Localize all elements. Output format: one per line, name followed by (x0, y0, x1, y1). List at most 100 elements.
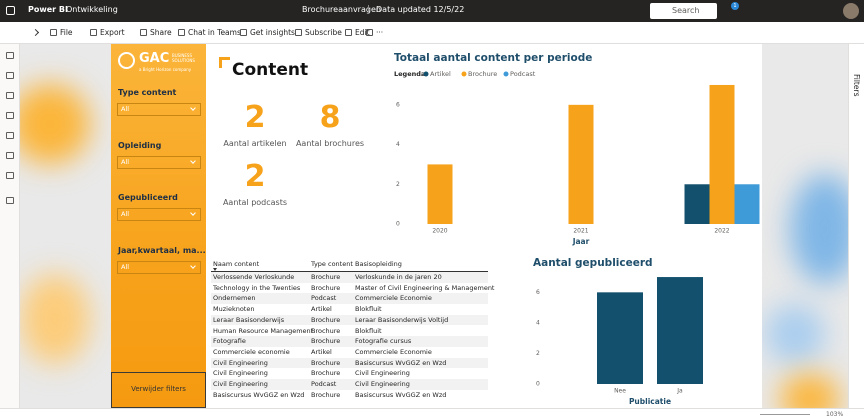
filters-pane[interactable]: Filters (848, 44, 864, 408)
nav-icon[interactable] (6, 112, 14, 119)
slicer-dropdown[interactable]: All (117, 261, 201, 274)
slicer-label: Gepubliceerd (118, 193, 178, 202)
table-cell: Brochure (311, 326, 341, 335)
top-bar: Power BI Ontwikkeling Brochureaanvragen … (0, 0, 864, 22)
table-cell: Artikel (311, 347, 332, 356)
table-cell: Brochure (311, 337, 341, 346)
table-cell: Commerciele economie (213, 347, 290, 356)
nav-icon[interactable] (6, 132, 14, 139)
bar (568, 104, 594, 224)
toolbar-icon[interactable] (345, 29, 352, 36)
toolbar-icon[interactable] (366, 29, 373, 36)
table-row[interactable] (211, 368, 488, 379)
filters-label[interactable]: Filters (852, 74, 861, 97)
table-cell: Verloskunde in de jaren 20 (355, 273, 442, 281)
legend-label: Podcast (510, 70, 536, 78)
kpi-label: Aantal podcasts (222, 198, 288, 207)
table-row[interactable] (211, 325, 488, 337)
y-tick-label: 0 (536, 381, 540, 388)
legend-marker (461, 71, 467, 77)
bar (427, 164, 453, 224)
toolbar-item[interactable]: Edit (355, 28, 370, 37)
table-row[interactable] (211, 346, 488, 358)
table-row[interactable] (211, 282, 488, 294)
toolbar-item[interactable]: Chat in Teams (188, 28, 241, 37)
table-row[interactable] (211, 304, 488, 315)
table-row[interactable] (211, 357, 488, 369)
table-cell: Brochure (311, 273, 341, 281)
toolbar-item[interactable]: Subscribe (305, 28, 342, 37)
workspace[interactable]: Ontwikkeling (66, 5, 118, 14)
x-tick-label: Ja (676, 388, 683, 395)
data-updated[interactable]: Data updated 12/5/22 (368, 5, 464, 14)
bar (709, 84, 735, 224)
app-name[interactable]: Power BI (28, 5, 68, 14)
legend-label: Artikel (430, 70, 451, 78)
table-cell: Blokfluit (355, 326, 382, 335)
y-tick-label: 6 (396, 101, 400, 108)
table-cell: Fotografie (213, 337, 246, 346)
table-cell: Brochure (311, 283, 341, 292)
nav-icon[interactable] (6, 197, 14, 204)
nav-icon[interactable] (6, 52, 14, 59)
avatar[interactable] (843, 3, 859, 19)
toolbar-icon[interactable] (50, 29, 57, 36)
search-box[interactable]: Search (650, 3, 717, 19)
bar (734, 184, 760, 224)
notification-badge[interactable]: 1 (731, 2, 739, 10)
waffle-icon[interactable] (6, 6, 15, 15)
toolbar-icon[interactable] (90, 29, 97, 36)
table-row[interactable] (211, 389, 488, 401)
table-row[interactable] (211, 379, 488, 390)
x-tick-label: 2022 (714, 228, 729, 235)
y-tick-label: 2 (396, 181, 400, 188)
toolbar-item[interactable]: Export (100, 28, 125, 37)
toolbar-icon[interactable] (240, 29, 247, 36)
slicer-dropdown[interactable]: All (117, 208, 201, 221)
report-name[interactable]: Brochureaanvragen (302, 5, 381, 14)
nav-icon[interactable] (6, 152, 14, 159)
clear-filters-button[interactable]: Verwijder filters (111, 372, 206, 408)
slicer-dropdown[interactable]: All (117, 156, 201, 169)
table-cell: Civil Engineering (213, 380, 268, 388)
chart-title: Totaal aantal content per periode (394, 52, 592, 64)
toolbar-item[interactable]: Get insights (250, 28, 295, 37)
search-placeholder: Search (672, 6, 700, 15)
table-cell: Blokfluit (355, 305, 382, 314)
slicer-dropdown[interactable]: All (117, 103, 201, 116)
y-tick-label: 4 (396, 141, 400, 148)
kpi-label: Aantal brochures (295, 139, 365, 148)
legend-marker (423, 71, 429, 77)
x-tick-label: 2021 (573, 228, 588, 235)
table-cell: Verlossende Verloskunde (213, 273, 295, 281)
toolbar-item[interactable]: Share (150, 28, 172, 37)
nav-icon[interactable] (6, 92, 14, 99)
filter-sidebar (111, 44, 206, 408)
button-label: Verwijder filters (131, 385, 186, 393)
table-row[interactable] (211, 293, 488, 305)
table-row[interactable] (211, 314, 488, 326)
toolbar: File Export Share Chat in Teams Get insights… (0, 22, 864, 44)
legend-title: Legenda (394, 70, 425, 78)
table-cell: Civil Engineering (355, 380, 410, 388)
nav-icon[interactable] (6, 72, 14, 79)
table-cell: Leraar Basisonderwijs (213, 315, 285, 324)
bar (597, 292, 643, 384)
zoom-slider[interactable] (760, 414, 810, 415)
table-cell: Civil Engineering (213, 369, 268, 378)
left-nav (0, 44, 20, 408)
toolbar-item[interactable]: ··· (376, 28, 384, 37)
table-row[interactable] (211, 272, 488, 283)
kpi-label: Aantal artikelen (223, 139, 287, 148)
table-cell: Technology in the Twenties (213, 283, 301, 292)
table-header: Type content (311, 260, 353, 268)
toolbar-icon[interactable] (140, 29, 147, 36)
bar (684, 184, 710, 224)
nav-icon[interactable] (6, 172, 14, 179)
table-cell: Human Resource Management (213, 326, 314, 335)
toolbar-item[interactable]: File (60, 28, 73, 37)
table-row[interactable] (211, 336, 488, 347)
toolbar-icon[interactable] (295, 29, 302, 36)
toolbar-icon[interactable] (178, 29, 185, 36)
